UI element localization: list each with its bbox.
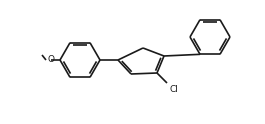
Text: O: O — [47, 56, 55, 64]
Text: Cl: Cl — [169, 85, 178, 94]
